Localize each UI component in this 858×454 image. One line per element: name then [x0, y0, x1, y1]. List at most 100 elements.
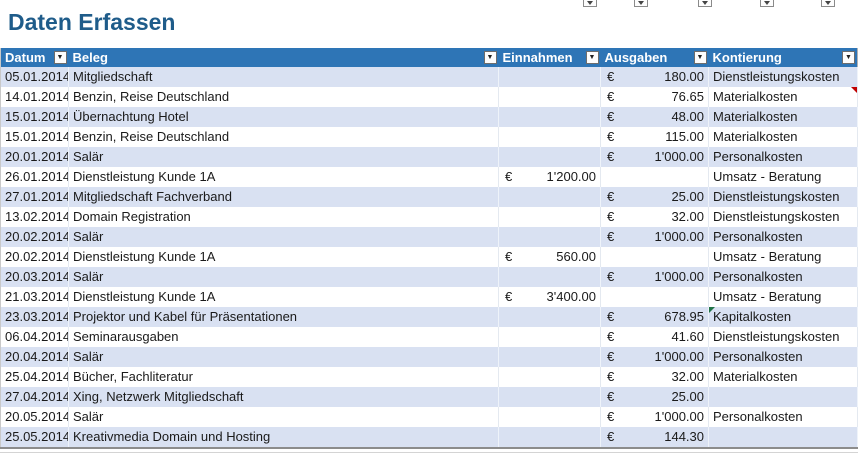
cell-kontierung[interactable]: Personalkosten: [708, 147, 858, 167]
cell-einnahmen[interactable]: [498, 267, 601, 287]
cell-beleg[interactable]: Xing, Netzwerk Mitgliedschaft: [68, 387, 499, 407]
filter-dropdown-button[interactable]: ▼: [53, 51, 67, 64]
cell-ausgaben[interactable]: €678.95: [600, 307, 709, 327]
cell-einnahmen[interactable]: €1'200.00: [498, 167, 601, 187]
column-header-datum[interactable]: Datum ▼: [0, 48, 69, 67]
cutoff-filter-button[interactable]: [583, 0, 597, 7]
cell-datum[interactable]: 05.01.2014: [0, 67, 69, 87]
cell-datum[interactable]: 14.01.2014: [0, 87, 69, 107]
column-header-kontierung[interactable]: Kontierung ▼: [708, 48, 858, 67]
cell-beleg[interactable]: Salär: [68, 407, 499, 427]
cell-beleg[interactable]: Dienstleistung Kunde 1A: [68, 287, 499, 307]
cell-ausgaben[interactable]: €32.00: [600, 367, 709, 387]
cell-einnahmen[interactable]: [498, 407, 601, 427]
column-header-ausgaben[interactable]: Ausgaben ▼: [600, 48, 709, 67]
cell-datum[interactable]: 15.01.2014: [0, 107, 69, 127]
cell-kontierung[interactable]: Materialkosten: [708, 127, 858, 147]
cell-einnahmen[interactable]: [498, 187, 601, 207]
cell-beleg[interactable]: Benzin, Reise Deutschland: [68, 127, 499, 147]
cell-ausgaben[interactable]: €32.00: [600, 207, 709, 227]
cell-ausgaben[interactable]: €180.00: [600, 67, 709, 87]
cell-beleg[interactable]: Dienstleistung Kunde 1A: [68, 167, 499, 187]
cell-datum[interactable]: 20.02.2014: [0, 247, 69, 267]
column-header-beleg[interactable]: Beleg ▼: [68, 48, 499, 67]
cell-datum[interactable]: 06.04.2014: [0, 327, 69, 347]
cell-kontierung[interactable]: Materialkosten: [708, 367, 858, 387]
table-row[interactable]: 20.05.2014 Salär €1'000.00 Personalkoste…: [0, 407, 858, 427]
cell-datum[interactable]: 26.01.2014: [0, 167, 69, 187]
filter-dropdown-button[interactable]: ▼: [842, 51, 855, 64]
cell-beleg[interactable]: Dienstleistung Kunde 1A: [68, 247, 499, 267]
table-row[interactable]: 25.04.2014 Bücher, Fachliteratur €32.00 …: [0, 367, 858, 387]
cell-datum[interactable]: 20.01.2014: [0, 147, 69, 167]
cell-datum[interactable]: 13.02.2014: [0, 207, 69, 227]
cell-ausgaben[interactable]: €1'000.00: [600, 347, 709, 367]
cell-kontierung[interactable]: Dienstleistungskosten: [708, 327, 858, 347]
table-row[interactable]: 20.02.2014 Salär €1'000.00 Personalkoste…: [0, 227, 858, 247]
cell-beleg[interactable]: Kreativmedia Domain und Hosting: [68, 427, 499, 447]
table-row[interactable]: 15.01.2014 Benzin, Reise Deutschland €11…: [0, 127, 858, 147]
cutoff-filter-button[interactable]: [760, 0, 774, 7]
cell-einnahmen[interactable]: [498, 67, 601, 87]
cell-ausgaben[interactable]: €1'000.00: [600, 227, 709, 247]
cell-ausgaben[interactable]: €25.00: [600, 387, 709, 407]
cell-ausgaben[interactable]: €48.00: [600, 107, 709, 127]
cell-kontierung[interactable]: Umsatz - Beratung: [708, 247, 858, 267]
cell-kontierung[interactable]: Personalkosten: [708, 267, 858, 287]
cutoff-filter-button[interactable]: [698, 0, 712, 7]
cutoff-filter-button[interactable]: [821, 0, 835, 7]
cell-einnahmen[interactable]: [498, 107, 601, 127]
cell-datum[interactable]: 20.02.2014: [0, 227, 69, 247]
cell-beleg[interactable]: Salär: [68, 267, 499, 287]
cell-einnahmen[interactable]: [498, 327, 601, 347]
cell-datum[interactable]: 21.03.2014: [0, 287, 69, 307]
table-row[interactable]: 27.04.2014 Xing, Netzwerk Mitgliedschaft…: [0, 387, 858, 407]
table-row[interactable]: 26.01.2014 Dienstleistung Kunde 1A €1'20…: [0, 167, 858, 187]
cell-beleg[interactable]: Salär: [68, 147, 499, 167]
cell-datum[interactable]: 23.03.2014: [0, 307, 69, 327]
table-row[interactable]: 23.03.2014 Projektor und Kabel für Präse…: [0, 307, 858, 327]
cell-kontierung[interactable]: Kapitalkosten: [708, 307, 858, 327]
cell-kontierung[interactable]: Dienstleistungskosten: [708, 67, 858, 87]
cell-ausgaben[interactable]: €1'000.00: [600, 267, 709, 287]
cell-kontierung[interactable]: [708, 427, 858, 447]
cell-ausgaben[interactable]: €41.60: [600, 327, 709, 347]
cell-ausgaben[interactable]: [600, 247, 709, 267]
cutoff-filter-button[interactable]: [634, 0, 648, 7]
cell-kontierung[interactable]: Umsatz - Beratung: [708, 167, 858, 187]
cell-beleg[interactable]: Projektor und Kabel für Präsentationen: [68, 307, 499, 327]
cell-einnahmen[interactable]: €3'400.00: [498, 287, 601, 307]
cell-beleg[interactable]: Benzin, Reise Deutschland: [68, 87, 499, 107]
cell-ausgaben[interactable]: [600, 287, 709, 307]
cell-kontierung[interactable]: [708, 387, 858, 407]
cell-einnahmen[interactable]: €560.00: [498, 247, 601, 267]
cell-datum[interactable]: 25.04.2014: [0, 367, 69, 387]
table-row[interactable]: 20.01.2014 Salär €1'000.00 Personalkoste…: [0, 147, 858, 167]
cell-beleg[interactable]: Übernachtung Hotel: [68, 107, 499, 127]
cell-kontierung[interactable]: Dienstleistungskosten: [708, 207, 858, 227]
cell-datum[interactable]: 20.04.2014: [0, 347, 69, 367]
cell-einnahmen[interactable]: [498, 387, 601, 407]
table-row[interactable]: 21.03.2014 Dienstleistung Kunde 1A €3'40…: [0, 287, 858, 307]
cell-kontierung[interactable]: Personalkosten: [708, 407, 858, 427]
cell-kontierung[interactable]: Personalkosten: [708, 347, 858, 367]
cell-ausgaben[interactable]: €76.65: [600, 87, 709, 107]
cell-datum[interactable]: 27.04.2014: [0, 387, 69, 407]
cell-einnahmen[interactable]: [498, 227, 601, 247]
cell-einnahmen[interactable]: [498, 127, 601, 147]
cell-datum[interactable]: 20.03.2014: [0, 267, 69, 287]
cell-datum[interactable]: 20.05.2014: [0, 407, 69, 427]
cell-kontierung[interactable]: Materialkosten: [708, 107, 858, 127]
cell-ausgaben[interactable]: [600, 167, 709, 187]
cell-einnahmen[interactable]: [498, 427, 601, 447]
column-header-einnahmen[interactable]: Einnahmen ▼: [498, 48, 601, 67]
table-row[interactable]: 20.04.2014 Salär €1'000.00 Personalkoste…: [0, 347, 858, 367]
cell-kontierung[interactable]: Dienstleistungskosten: [708, 187, 858, 207]
cell-datum[interactable]: 15.01.2014: [0, 127, 69, 147]
filter-dropdown-button[interactable]: ▼: [585, 51, 599, 64]
cell-einnahmen[interactable]: [498, 207, 601, 227]
table-row[interactable]: 27.01.2014 Mitgliedschaft Fachverband €2…: [0, 187, 858, 207]
filter-dropdown-button[interactable]: ▼: [483, 51, 497, 64]
cell-beleg[interactable]: Domain Registration: [68, 207, 499, 227]
table-row[interactable]: 15.01.2014 Übernachtung Hotel €48.00 Mat…: [0, 107, 858, 127]
